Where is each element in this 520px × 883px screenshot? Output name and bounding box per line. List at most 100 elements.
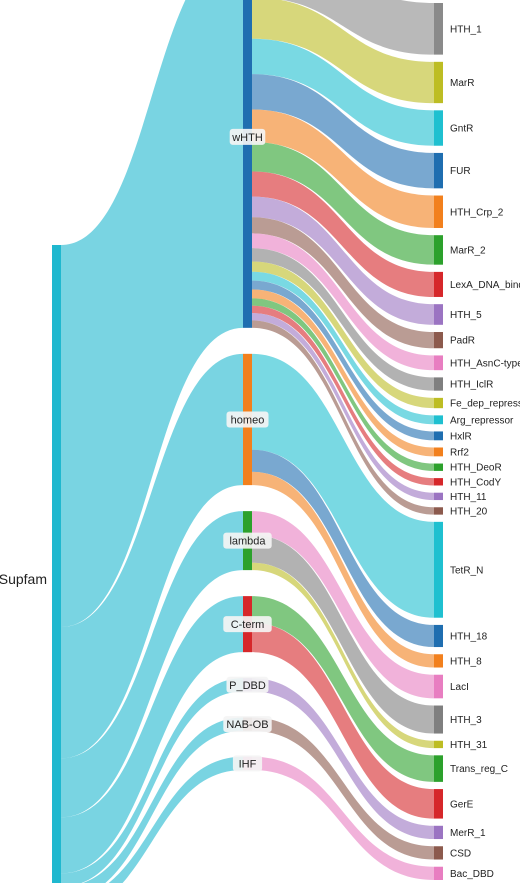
link-whth-marr-2: [252, 141, 434, 265]
label-bg-p-dbd: [226, 676, 269, 693]
node-marr: [434, 61, 443, 104]
node-hth-iclr: [434, 377, 443, 391]
node-hth-8: [434, 654, 443, 668]
label-marr: MarR: [450, 78, 474, 89]
label-hth-11: HTH_11: [450, 492, 487, 503]
label-marr-2: MarR_2: [450, 245, 486, 256]
link-p-dbd-merr-1: [252, 678, 434, 840]
link-supfam-c-term: [61, 596, 243, 874]
link-supfam-ihf: [108, 756, 243, 883]
link-whth-hth-20: [252, 320, 434, 515]
label-p-dbd: P_DBD: [229, 680, 266, 692]
node-fe-dep-repress: [434, 397, 443, 409]
label-merr-1: MerR_1: [450, 828, 486, 839]
link-whth-hth-iclr: [252, 248, 434, 391]
node-supfam: [52, 245, 61, 883]
label-bg-nab-ob: [223, 716, 272, 733]
node-hth-31: [434, 740, 443, 749]
root-links: [61, 0, 243, 883]
label-hth-asnc-type: HTH_AsnC-type: [450, 358, 520, 369]
label-c-term: C-term: [231, 619, 265, 631]
label-hth-deor: HTH_DeoR: [450, 463, 502, 474]
family-links: [252, 0, 434, 880]
link-c-term-gere: [252, 622, 434, 819]
label-hxlr: HxlR: [450, 431, 472, 442]
node-rrf2: [434, 447, 443, 457]
link-whth-hth-deor: [252, 298, 434, 471]
labels: Supfam wHTH homeo lambda C-term P_DBD NAB-OB IH…: [0, 24, 520, 880]
node-lexa-dna-bind: [434, 271, 443, 297]
label-hth-3: HTH_3: [450, 715, 482, 726]
link-whth-hth-1: [282, 0, 434, 55]
node-hth-20: [434, 507, 443, 515]
node-whth: [243, 0, 252, 328]
link-supfam-lambda: [61, 511, 243, 818]
node-hth-cody: [434, 478, 443, 486]
label-whth: wHTH: [231, 132, 263, 144]
label-tetr-n: TetR_N: [450, 565, 483, 576]
label-laci: LacI: [450, 682, 469, 693]
link-whth-padr: [252, 217, 434, 349]
node-bac-dbd: [434, 866, 443, 880]
label-supfam: Supfam: [0, 571, 47, 587]
label-csd: CSD: [450, 848, 471, 859]
label-hth-iclr: HTH_IclR: [450, 380, 493, 391]
node-hth-asnc-type: [434, 355, 443, 371]
link-whth-hth-5: [252, 196, 434, 325]
node-hth-18: [434, 624, 443, 648]
link-whth-hth-cody: [252, 305, 434, 486]
label-hth-5: HTH_5: [450, 310, 482, 321]
label-bg-whth: [229, 128, 266, 145]
link-whth-hth-asnc-type: [252, 233, 434, 371]
link-whth-rrf2: [252, 289, 434, 457]
node-hth-deor: [434, 463, 443, 471]
link-whth-hxlr: [252, 280, 434, 441]
label-gere: GerE: [450, 799, 474, 810]
node-laci: [434, 674, 443, 699]
label-bg-ihf: [232, 755, 263, 772]
node-csd: [434, 846, 443, 860]
link-whth-gntr: [252, 38, 434, 146]
node-gere: [434, 789, 443, 819]
label-ihf: IHF: [239, 758, 257, 770]
link-whth-fe-dep-repress: [252, 261, 434, 409]
label-hth-crp-2: HTH_Crp_2: [450, 207, 504, 218]
link-ihf-bac-dbd: [252, 756, 434, 880]
label-trans-reg-c: Trans_reg_C: [450, 764, 508, 775]
node-marr-2: [434, 235, 443, 265]
label-bg-c-term: [223, 616, 272, 633]
node-hth-5: [434, 304, 443, 325]
link-supfam-homeo: [61, 353, 243, 759]
label-fur: FUR: [450, 166, 471, 177]
label-fe-dep-repress: Fe_dep_repress: [450, 399, 520, 410]
node-tetr-n: [434, 521, 443, 618]
label-bg-homeo: [226, 411, 269, 428]
label-rrf2: Rrf2: [450, 447, 469, 458]
link-lambda-laci: [252, 511, 434, 699]
label-hth-20: HTH_20: [450, 506, 488, 517]
link-whth-hth-11: [252, 313, 434, 501]
label-hth-18: HTH_18: [450, 631, 488, 642]
node-fur: [434, 152, 443, 189]
link-homeo-tetr-n: [252, 353, 434, 618]
link-lambda-hth-31: [252, 562, 434, 749]
link-supfam-whth: [61, 0, 243, 628]
node-merr-1: [434, 825, 443, 840]
link-whth-lexa-dna-bind: [252, 171, 434, 297]
link-supfam-p-dbd: [61, 678, 243, 883]
link-homeo-hth-18: [252, 449, 434, 648]
link-whth-arg-repressor: [252, 271, 434, 425]
label-gntr: GntR: [450, 124, 473, 135]
link-lambda-hth-3: [252, 534, 434, 734]
label-bac-dbd: Bac_DBD: [450, 869, 494, 880]
label-lexa-dna-bind: LexA_DNA_bind: [450, 280, 520, 291]
label-hth-8: HTH_8: [450, 656, 482, 667]
link-whth-marr: [252, 0, 434, 104]
label-padr: PadR: [450, 336, 475, 347]
label-hth-31: HTH_31: [450, 740, 488, 751]
link-homeo-hth-8: [252, 471, 434, 668]
label-hth-cody: HTH_CodY: [450, 477, 501, 488]
node-hth-1: [434, 3, 443, 55]
